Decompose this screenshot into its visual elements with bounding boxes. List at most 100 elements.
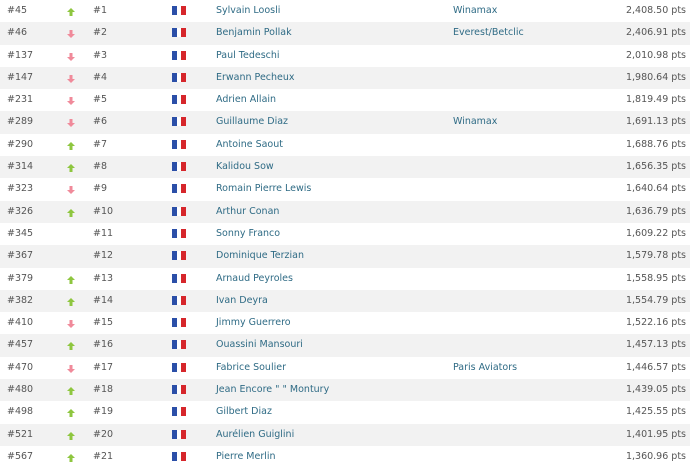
player-name-link[interactable]: Erwann Pecheux [216, 71, 295, 83]
player-name-link[interactable]: Fabrice Soulier [216, 361, 286, 373]
table-row: #382 #14 Ivan Deyra 1,554.79 pts [0, 289, 690, 313]
world-rank: #326 [7, 205, 34, 217]
player-name-link[interactable]: Kalidou Sow [216, 161, 274, 173]
table-row: #147 #4 Erwann Pecheux 1,980.64 pts [0, 66, 690, 90]
points: 2,010.98 pts [625, 49, 686, 61]
national-rank: #11 [93, 227, 114, 239]
national-rank: #21 [93, 450, 114, 462]
world-rank: #410 [7, 317, 34, 329]
table-row: #457 #16 Ouassini Mansouri 1,457.13 pts [0, 334, 690, 357]
player-name-link[interactable]: Jimmy Guerrero [216, 317, 291, 329]
national-rank: #20 [93, 428, 114, 440]
points: 1,579.78 pts [625, 250, 686, 262]
trend-up-icon [67, 0, 75, 22]
france-flag-icon [172, 340, 187, 350]
player-name-link[interactable]: Guillaume Diaz [216, 116, 289, 128]
national-rank: #12 [93, 250, 114, 262]
points: 2,406.91 pts [625, 27, 686, 39]
trend-up-icon [67, 156, 75, 178]
france-flag-icon [172, 429, 187, 439]
player-name-link[interactable]: Paul Tedeschi [216, 49, 280, 61]
table-row: #46 #2 Benjamin Pollak Everest/Betclic 2… [0, 22, 690, 45]
points: 1,609.22 pts [625, 227, 686, 239]
player-name-link[interactable]: Gilbert Diaz [216, 406, 272, 418]
national-rank: #17 [93, 361, 114, 373]
team-link[interactable]: Winamax [453, 5, 498, 16]
player-name-link[interactable]: Ouassini Mansouri [216, 339, 303, 351]
table-row: #567 #21 Pierre Merlin 1,360.96 pts [0, 446, 690, 468]
france-flag-icon [172, 139, 187, 149]
france-flag-icon [172, 184, 187, 194]
player-name-link[interactable]: Arnaud Peyroles [216, 272, 293, 284]
table-row: #323 #9 Romain Pierre Lewis 1,640.64 pts [0, 178, 690, 200]
points: 1,819.49 pts [625, 94, 686, 106]
france-flag-icon [172, 228, 187, 238]
trend-up-icon [67, 334, 75, 356]
national-rank: #9 [93, 183, 108, 195]
national-rank: #5 [93, 94, 108, 106]
player-name-link[interactable]: Sylvain Loosli [216, 5, 281, 16]
player-name-link[interactable]: Romain Pierre Lewis [216, 183, 312, 195]
trend-up-icon [67, 201, 75, 223]
table-row: #345 #11 Sonny Franco 1,609.22 pts [0, 223, 690, 245]
world-rank: #147 [7, 71, 34, 83]
table-row: #367 #12 Dominique Terzian 1,579.78 pts [0, 245, 690, 268]
player-name-link[interactable]: Sonny Franco [216, 227, 281, 239]
table-row: #45 #1 Sylvain Loosli Winamax 2,408.50 p… [0, 0, 690, 22]
national-rank: #6 [93, 116, 108, 128]
team-link[interactable]: Winamax [453, 116, 498, 128]
points: 1,980.64 pts [625, 71, 686, 83]
world-rank: #289 [7, 116, 34, 128]
france-flag-icon [172, 295, 187, 305]
world-rank: #45 [7, 5, 28, 16]
player-name-link[interactable]: Arthur Conan [216, 205, 280, 217]
france-flag-icon [172, 407, 187, 417]
france-flag-icon [172, 28, 187, 38]
player-name-link[interactable]: Dominique Terzian [216, 250, 305, 262]
player-name-link[interactable]: Adrien Allain [216, 94, 277, 106]
trend-up-icon [67, 268, 75, 290]
france-flag-icon [172, 162, 187, 172]
world-rank: #290 [7, 138, 34, 150]
table-row: #289 #6 Guillaume Diaz Winamax 1,691.13 … [0, 111, 690, 134]
national-rank: #3 [93, 49, 108, 61]
table-row: #470 #17 Fabrice Soulier Paris Aviators … [0, 357, 690, 379]
points: 1,522.16 pts [625, 317, 686, 329]
player-name-link[interactable]: Pierre Merlin [216, 450, 276, 462]
france-flag-icon [172, 117, 187, 127]
table-row: #137 #3 Paul Tedeschi 2,010.98 pts [0, 45, 690, 67]
player-name-link[interactable]: Antoine Saout [216, 138, 283, 150]
table-row: #379 #13 Arnaud Peyroles 1,558.95 pts [0, 268, 690, 290]
world-rank: #314 [7, 161, 34, 173]
world-rank: #480 [7, 384, 34, 396]
world-rank: #521 [7, 428, 34, 440]
france-flag-icon [172, 385, 187, 395]
trend-up-icon [67, 424, 75, 446]
national-rank: #15 [93, 317, 114, 329]
player-name-link[interactable]: Aurélien Guiglini [216, 428, 295, 440]
team-link[interactable]: Paris Aviators [453, 361, 518, 373]
national-rank: #13 [93, 272, 114, 284]
team-link[interactable]: Everest/Betclic [453, 27, 524, 39]
world-rank: #231 [7, 94, 34, 106]
player-name-link[interactable]: Benjamin Pollak [216, 27, 292, 39]
national-rank: #18 [93, 384, 114, 396]
player-name-link[interactable]: Jean Encore " " Montury [216, 384, 330, 396]
france-flag-icon [172, 318, 187, 328]
table-row: #290 #7 Antoine Saout 1,688.76 pts [0, 134, 690, 156]
france-flag-icon [172, 6, 187, 15]
table-row: #521 #20 Aurélien Guiglini 1,401.95 pts [0, 423, 690, 446]
points: 1,554.79 pts [625, 294, 686, 306]
france-flag-icon [172, 50, 187, 60]
national-rank: #16 [93, 339, 114, 351]
national-rank: #10 [93, 205, 114, 217]
national-rank: #7 [93, 138, 108, 150]
trend-none-icon [67, 245, 75, 267]
trend-down-icon [67, 89, 75, 111]
points: 1,457.13 pts [625, 339, 686, 351]
player-name-link[interactable]: Ivan Deyra [216, 294, 268, 306]
points: 1,360.96 pts [625, 450, 686, 462]
national-rank: #8 [93, 161, 108, 173]
france-flag-icon [172, 95, 187, 105]
